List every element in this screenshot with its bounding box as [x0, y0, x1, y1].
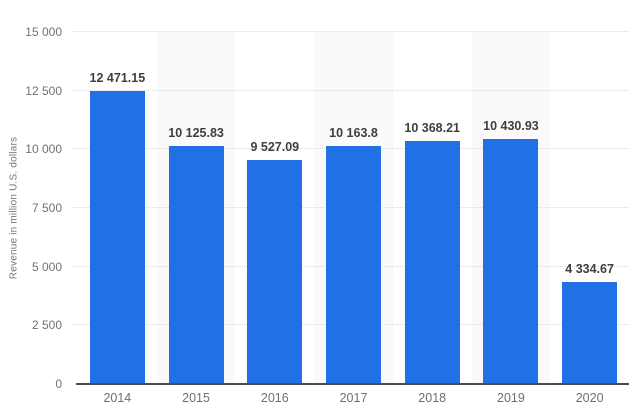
y-axis-tick-label: 12 500 — [25, 83, 62, 98]
x-axis-tick-label-2019: 2019 — [497, 391, 525, 405]
plot-area: 12 471.15 10 125.83 9 527.09 10 163.8 10 368… — [72, 31, 629, 385]
value-label-2019: 10 430.93 — [483, 119, 539, 134]
y-axis-tick-label: 2 500 — [31, 318, 62, 333]
value-label-2015: 10 125.83 — [168, 126, 224, 141]
y-axis-tick-label: 7 500 — [31, 201, 62, 215]
bar-2017[interactable]: 10 163.8 — [326, 126, 381, 384]
bar-2016[interactable]: 9 527.09 — [247, 140, 303, 384]
bar-2018[interactable]: 10 368.21 — [404, 121, 460, 384]
bar-2015[interactable]: 10 125.83 — [168, 126, 224, 384]
x-axis-tick-label-2020: 2020 — [575, 391, 604, 405]
value-label-2018: 10 368.21 — [404, 120, 461, 135]
x-axis-tick-label-2017: 2017 — [339, 391, 368, 405]
bar-2019[interactable]: 10 430.93 — [483, 119, 539, 384]
value-label-2016: 9 527.09 — [250, 140, 300, 155]
value-label-2014: 12 471.15 — [89, 71, 146, 86]
value-label-2020: 4 334.67 — [565, 262, 614, 277]
y-axis-tick-label: 15 000 — [25, 25, 62, 39]
y-axis-tick-label: 0 — [55, 377, 62, 391]
y-axis-tick-label: 5 000 — [31, 259, 62, 274]
x-axis-tick-label-2015: 2015 — [182, 391, 210, 405]
gridline-15000 — [72, 31, 629, 32]
x-axis-tick-label-2018: 2018 — [418, 391, 447, 405]
bar-2014[interactable]: 12 471.15 — [90, 71, 145, 384]
x-axis-tick-label-2016: 2016 — [260, 391, 289, 405]
x-axis-tick-label-2014: 2014 — [103, 391, 132, 405]
gridline-12500 — [72, 89, 629, 91]
x-axis-line — [76, 383, 629, 385]
bar-2020[interactable]: 4 334.67 — [562, 262, 618, 384]
value-label-2017: 10 163.8 — [329, 125, 378, 140]
y-axis-tick-label: 10 000 — [25, 142, 62, 157]
